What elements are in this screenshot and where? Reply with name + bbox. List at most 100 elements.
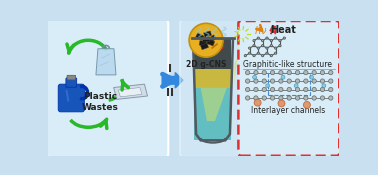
Circle shape bbox=[294, 84, 298, 88]
Circle shape bbox=[295, 79, 300, 83]
Circle shape bbox=[266, 52, 268, 54]
Circle shape bbox=[279, 87, 283, 92]
Circle shape bbox=[262, 45, 264, 47]
Circle shape bbox=[274, 52, 277, 54]
Circle shape bbox=[320, 70, 325, 75]
Circle shape bbox=[312, 79, 316, 83]
Bar bbox=[268, 73, 310, 95]
Circle shape bbox=[274, 47, 277, 49]
Polygon shape bbox=[162, 73, 183, 88]
Polygon shape bbox=[204, 31, 212, 37]
Circle shape bbox=[253, 75, 257, 79]
Circle shape bbox=[270, 40, 273, 42]
Circle shape bbox=[304, 70, 308, 75]
Text: Interlayer channels: Interlayer channels bbox=[251, 106, 325, 115]
Circle shape bbox=[283, 37, 285, 39]
Circle shape bbox=[257, 37, 259, 39]
Circle shape bbox=[279, 96, 283, 100]
Circle shape bbox=[312, 87, 316, 92]
Polygon shape bbox=[118, 88, 142, 97]
Circle shape bbox=[312, 96, 316, 100]
Circle shape bbox=[274, 37, 277, 39]
Polygon shape bbox=[272, 29, 274, 32]
Circle shape bbox=[295, 96, 300, 100]
Circle shape bbox=[245, 96, 250, 100]
Circle shape bbox=[304, 79, 308, 83]
Circle shape bbox=[320, 87, 325, 92]
Circle shape bbox=[266, 84, 270, 88]
Circle shape bbox=[270, 96, 275, 100]
Circle shape bbox=[278, 100, 285, 107]
Circle shape bbox=[262, 70, 266, 75]
Circle shape bbox=[328, 96, 333, 100]
Circle shape bbox=[270, 79, 275, 83]
Circle shape bbox=[189, 23, 223, 57]
Circle shape bbox=[262, 79, 266, 83]
Circle shape bbox=[257, 52, 259, 54]
FancyBboxPatch shape bbox=[180, 20, 246, 156]
Circle shape bbox=[310, 75, 313, 79]
Circle shape bbox=[253, 55, 255, 57]
FancyBboxPatch shape bbox=[67, 75, 76, 80]
Circle shape bbox=[295, 87, 300, 92]
Circle shape bbox=[254, 96, 258, 100]
Circle shape bbox=[304, 96, 308, 100]
Circle shape bbox=[238, 29, 247, 39]
FancyBboxPatch shape bbox=[66, 78, 77, 87]
Circle shape bbox=[245, 70, 250, 75]
Circle shape bbox=[270, 45, 273, 47]
Circle shape bbox=[248, 47, 251, 49]
Circle shape bbox=[328, 87, 333, 92]
Circle shape bbox=[279, 40, 281, 42]
Polygon shape bbox=[96, 49, 116, 75]
Circle shape bbox=[262, 87, 266, 92]
Polygon shape bbox=[196, 33, 204, 40]
Polygon shape bbox=[195, 88, 231, 140]
Circle shape bbox=[304, 102, 310, 108]
Circle shape bbox=[328, 70, 333, 75]
Circle shape bbox=[322, 84, 326, 88]
Circle shape bbox=[281, 75, 285, 79]
Circle shape bbox=[262, 96, 266, 100]
Text: I: I bbox=[168, 64, 172, 74]
Polygon shape bbox=[195, 40, 231, 69]
FancyBboxPatch shape bbox=[58, 84, 84, 112]
FancyArrowPatch shape bbox=[163, 74, 175, 86]
Circle shape bbox=[245, 87, 250, 92]
Circle shape bbox=[287, 96, 291, 100]
Circle shape bbox=[257, 47, 259, 49]
Circle shape bbox=[244, 55, 246, 57]
Circle shape bbox=[253, 40, 255, 42]
Circle shape bbox=[266, 37, 268, 39]
Polygon shape bbox=[208, 35, 216, 43]
Circle shape bbox=[295, 70, 300, 75]
Text: $h\nu$: $h\nu$ bbox=[254, 24, 267, 36]
Polygon shape bbox=[195, 69, 231, 88]
Polygon shape bbox=[199, 40, 207, 46]
Circle shape bbox=[287, 87, 291, 92]
FancyBboxPatch shape bbox=[46, 19, 168, 157]
Text: 2D g-CNS: 2D g-CNS bbox=[186, 60, 226, 69]
Circle shape bbox=[253, 45, 255, 47]
Circle shape bbox=[245, 79, 250, 83]
Circle shape bbox=[279, 45, 281, 47]
Polygon shape bbox=[207, 39, 215, 46]
Polygon shape bbox=[270, 26, 276, 34]
Circle shape bbox=[254, 70, 258, 75]
Polygon shape bbox=[200, 43, 209, 50]
Text: II: II bbox=[166, 88, 174, 98]
Polygon shape bbox=[202, 37, 210, 42]
Circle shape bbox=[254, 87, 258, 92]
Circle shape bbox=[279, 79, 283, 83]
Circle shape bbox=[270, 55, 273, 57]
Text: Graphitic-like structure: Graphitic-like structure bbox=[243, 60, 332, 69]
Circle shape bbox=[328, 79, 333, 83]
Circle shape bbox=[287, 70, 291, 75]
Circle shape bbox=[254, 99, 261, 106]
Circle shape bbox=[239, 31, 245, 37]
Circle shape bbox=[320, 96, 325, 100]
Circle shape bbox=[279, 70, 283, 75]
Circle shape bbox=[287, 79, 291, 83]
Circle shape bbox=[320, 79, 325, 83]
Polygon shape bbox=[201, 88, 227, 121]
